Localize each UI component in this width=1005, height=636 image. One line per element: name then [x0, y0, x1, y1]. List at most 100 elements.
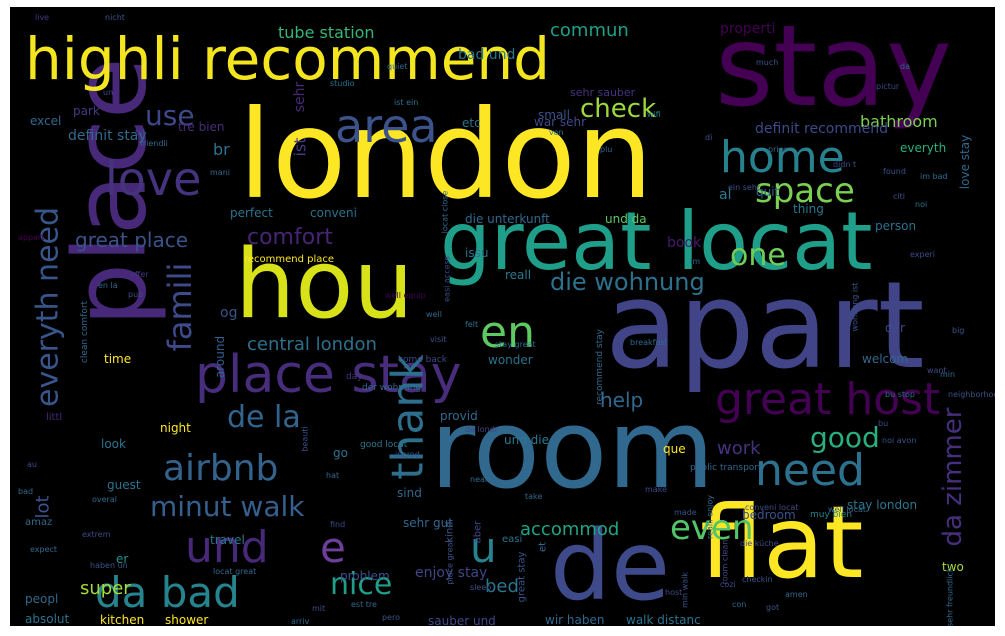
word-well-locat: well locat [828, 505, 866, 514]
word-come-back: come back [398, 355, 448, 365]
word-excel: excel [30, 114, 61, 128]
word-walk-distanc: walk distanc [626, 613, 701, 626]
word-cloud: london apart stay room place de flat hou great l… [10, 7, 995, 626]
word-min: min [940, 370, 955, 379]
word-place-stay: place stay [195, 345, 462, 405]
word-cozi: cozi [720, 580, 736, 589]
word-place-great: place great [446, 539, 455, 584]
word-made: made [674, 508, 697, 517]
word-nice: nice [330, 567, 392, 602]
word-public-transport: public transport [690, 463, 762, 473]
word-amaz: amaz [25, 517, 52, 528]
word-make: make [645, 485, 667, 494]
word-love: love [105, 152, 201, 206]
word-que: que [663, 442, 686, 456]
word-minut-walk: minut walk [150, 490, 305, 523]
word-di: di [705, 133, 712, 142]
word-im: im [690, 257, 700, 266]
word-welcom: welcom [862, 352, 908, 366]
word-everyth-need: everyth need [31, 207, 66, 407]
word-famili: famili [161, 263, 199, 352]
word-well-equip: well equip [385, 291, 426, 300]
word-london: london [238, 84, 653, 226]
word-tre-bien: tre bien [178, 120, 225, 134]
word-apart: apart [605, 257, 925, 396]
word-noi: noi [915, 200, 927, 209]
word-u: u [470, 523, 497, 572]
word-amen: amen [785, 590, 808, 599]
word-pictur: pictur [876, 82, 900, 91]
word-die-wohnung: die wohnung [550, 268, 705, 296]
word-book: book [667, 235, 702, 251]
word-got: got [766, 603, 779, 612]
word-wohnung-ist: wohnung ist [851, 283, 860, 332]
word-extrem: extrem [82, 530, 111, 539]
word-tube-station: tube station [278, 23, 375, 42]
word-der: der [885, 321, 905, 335]
word-expect: expect [30, 545, 57, 554]
word-sehr: sehr [292, 81, 308, 112]
word-wonder: wonder [488, 353, 533, 367]
word-im-bad: im bad [920, 172, 948, 181]
word-war-sehr: war sehr [534, 115, 586, 129]
word-e: e [320, 523, 346, 572]
word-sauber-und: sauber und [428, 614, 496, 626]
word-commun: commun [550, 20, 629, 41]
word-thank: thank [383, 354, 434, 480]
word-park: park [73, 104, 100, 118]
word-great-locat: great locat [440, 195, 873, 288]
word-kind: kind [445, 521, 456, 542]
word-est-tre: est tre [351, 600, 377, 609]
word-airbnb: airbnb [163, 448, 278, 489]
word-der-wohnung: der wohnung [362, 383, 421, 393]
word-even: even [670, 508, 754, 548]
word-nicht: nicht [105, 13, 125, 22]
word-provid: provid [440, 409, 478, 423]
word-breakfast: breakfast [630, 338, 668, 347]
word-nearbi: nearbi [470, 475, 495, 484]
word-die-k-che: die küche [740, 539, 779, 548]
word-sehr-sauber: sehr sauber [570, 86, 636, 99]
word-room-clean: room clean [721, 540, 730, 585]
word-studio: studio [330, 79, 355, 88]
word-noi-avon: noi avon [882, 436, 916, 445]
word-beauti: beauti [301, 426, 310, 451]
word-great-place: great place [75, 228, 188, 252]
word-peopl: peopl [25, 592, 58, 606]
word-wifi: wifi [647, 110, 661, 119]
word-guest: guest [107, 478, 141, 492]
word-muy-bien: muy bien [810, 510, 852, 520]
word-person: person [875, 219, 916, 233]
word-close: close [640, 325, 661, 334]
word-good-locat: good locat [360, 440, 408, 450]
word-absolut: absolut [25, 612, 70, 626]
word-comfort: comfort [247, 225, 333, 250]
word-en: en [480, 307, 535, 358]
word-recommend-place: recommend place [244, 254, 334, 265]
word-bed: bed [485, 576, 519, 597]
word-und-da: und da [605, 212, 647, 226]
word-area: area [335, 99, 438, 153]
word-etc: etc [462, 116, 481, 130]
word-appart: appart [18, 233, 44, 242]
word-bad-und: bad und [458, 47, 515, 63]
word-visit: visit [430, 335, 446, 344]
word-bu-stop: bu stop [885, 390, 915, 399]
word-live: live [35, 13, 49, 22]
word-reall: reall [505, 268, 531, 282]
word-da-bad: da bad [95, 568, 240, 617]
word-work: work [717, 438, 761, 459]
word-mit: mit [312, 604, 325, 613]
word-well: well [426, 310, 442, 319]
word-arriv: arriv [291, 617, 310, 626]
word-br: br [213, 140, 230, 159]
word-price: price [768, 145, 788, 154]
word-incred: incred [395, 450, 420, 459]
word-definit-stay: definit stay [68, 128, 147, 144]
word-sleep: sleep [470, 583, 491, 592]
word-neighborhood: neighborhood [948, 390, 995, 399]
word-home: home [720, 132, 845, 183]
word-pero: pero [382, 613, 400, 622]
word-one: one [730, 238, 786, 273]
word-og: og [220, 305, 237, 321]
